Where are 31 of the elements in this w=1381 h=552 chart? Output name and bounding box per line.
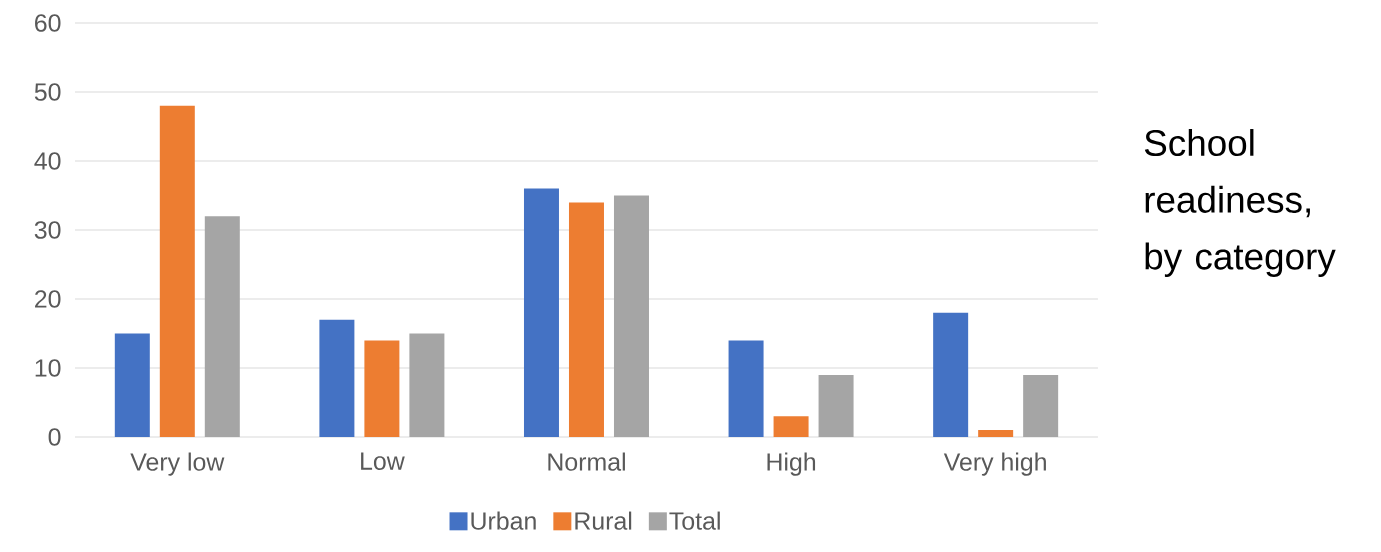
bar: [114, 333, 150, 437]
bar: [728, 340, 764, 437]
y-tick-label: 40: [34, 152, 61, 170]
legend-label: Urban: [471, 511, 536, 530]
bar: [818, 374, 854, 437]
bar: [1023, 374, 1059, 437]
bar: [204, 216, 240, 437]
bar: [364, 340, 400, 437]
bar: [523, 188, 559, 437]
legend-label: Total: [669, 511, 720, 530]
y-tick-label: 50: [34, 83, 61, 101]
y-tick-label: 60: [35, 14, 61, 32]
y-tick-label: 10: [35, 359, 61, 377]
legend-label: Rural: [575, 511, 632, 530]
x-tick-label: Very high: [943, 452, 1046, 476]
bar: [613, 195, 649, 437]
x-tick-label: Low: [361, 452, 405, 470]
bar: [319, 319, 355, 437]
bar: [978, 430, 1014, 437]
bar: [159, 105, 195, 437]
text: School readiness, by category: [1144, 129, 1336, 277]
x-tick-label: Normal: [548, 452, 625, 471]
bar: [568, 202, 604, 437]
y-tick-label: 0: [48, 428, 61, 446]
y-tick-label: 20: [35, 290, 61, 308]
bar: [933, 312, 969, 437]
bar: [773, 416, 809, 437]
x-tick-label: Very low: [130, 452, 225, 476]
x-tick-label: High: [767, 452, 816, 476]
bar: [409, 333, 445, 437]
y-tick-label: 30: [34, 221, 61, 239]
